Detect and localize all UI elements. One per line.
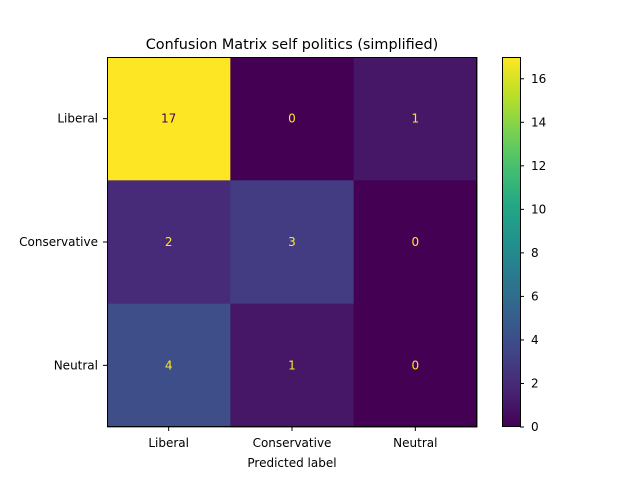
colorbar-frame bbox=[502, 57, 521, 427]
y-tick-label: Liberal bbox=[57, 112, 98, 126]
heatmap-cell-labels: 17 0 1 2 3 0 4 1 0 bbox=[161, 112, 419, 373]
heatmap-cell-r0-c2 bbox=[353, 57, 478, 181]
colorbar-tick-label: 14 bbox=[531, 115, 546, 129]
colorbar-tick-label: 4 bbox=[531, 333, 539, 347]
heatmap-cell-r1-c0 bbox=[107, 180, 231, 305]
colorbar-tick-label: 8 bbox=[531, 246, 539, 260]
colorbar-tick-label: 12 bbox=[531, 159, 546, 173]
cell-value-r0-c2: 1 bbox=[412, 112, 420, 126]
cell-value-r2-c0: 4 bbox=[165, 358, 173, 372]
y-axis: Liberal Conservative Neutral bbox=[19, 112, 107, 372]
x-tick-label: Neutral bbox=[393, 436, 437, 450]
cell-value-r1-c2: 0 bbox=[412, 235, 420, 249]
plot-frame bbox=[107, 57, 477, 427]
colorbar-tick-label: 2 bbox=[531, 376, 539, 390]
y-tick-label: Conservative bbox=[19, 235, 98, 249]
cell-value-r2-c2: 0 bbox=[412, 358, 420, 372]
heatmap-cell-r1-c2 bbox=[353, 180, 478, 305]
heatmap-cell-r0-c1 bbox=[230, 57, 355, 181]
cell-value-r0-c1: 0 bbox=[288, 112, 296, 126]
cell-value-r0-c0: 17 bbox=[161, 112, 176, 126]
colorbar-tick-label: 16 bbox=[531, 72, 546, 86]
cell-value-r2-c1: 1 bbox=[288, 358, 296, 372]
colorbar-tick-label: 6 bbox=[531, 289, 539, 303]
x-axis-label: Predicted label bbox=[247, 456, 336, 470]
x-tick-label: Liberal bbox=[148, 436, 189, 450]
chart-title: Confusion Matrix self politics (simplifi… bbox=[146, 37, 439, 53]
x-tick-label: Conservative bbox=[253, 436, 332, 450]
heatmap-cell-r2-c0 bbox=[107, 303, 231, 428]
colorbar-tick-label: 0 bbox=[531, 420, 539, 434]
y-tick-label: Neutral bbox=[54, 358, 98, 372]
heatmap-cell-r2-c1 bbox=[230, 303, 355, 428]
heatmap-cell-r0-c0 bbox=[107, 57, 231, 181]
heatmap-cell-r2-c2 bbox=[353, 303, 478, 428]
heatmap-cell-r1-c1 bbox=[230, 180, 355, 305]
colorbar-ticks: 0 2 4 6 8 10 12 14 16 bbox=[520, 72, 546, 434]
heatmap-cells bbox=[107, 57, 478, 428]
x-axis: Liberal Conservative Neutral bbox=[148, 427, 437, 450]
colorbar-tick-label: 10 bbox=[531, 202, 546, 216]
cell-value-r1-c0: 2 bbox=[165, 235, 173, 249]
colorbar bbox=[502, 57, 520, 427]
cell-value-r1-c1: 3 bbox=[288, 235, 296, 249]
